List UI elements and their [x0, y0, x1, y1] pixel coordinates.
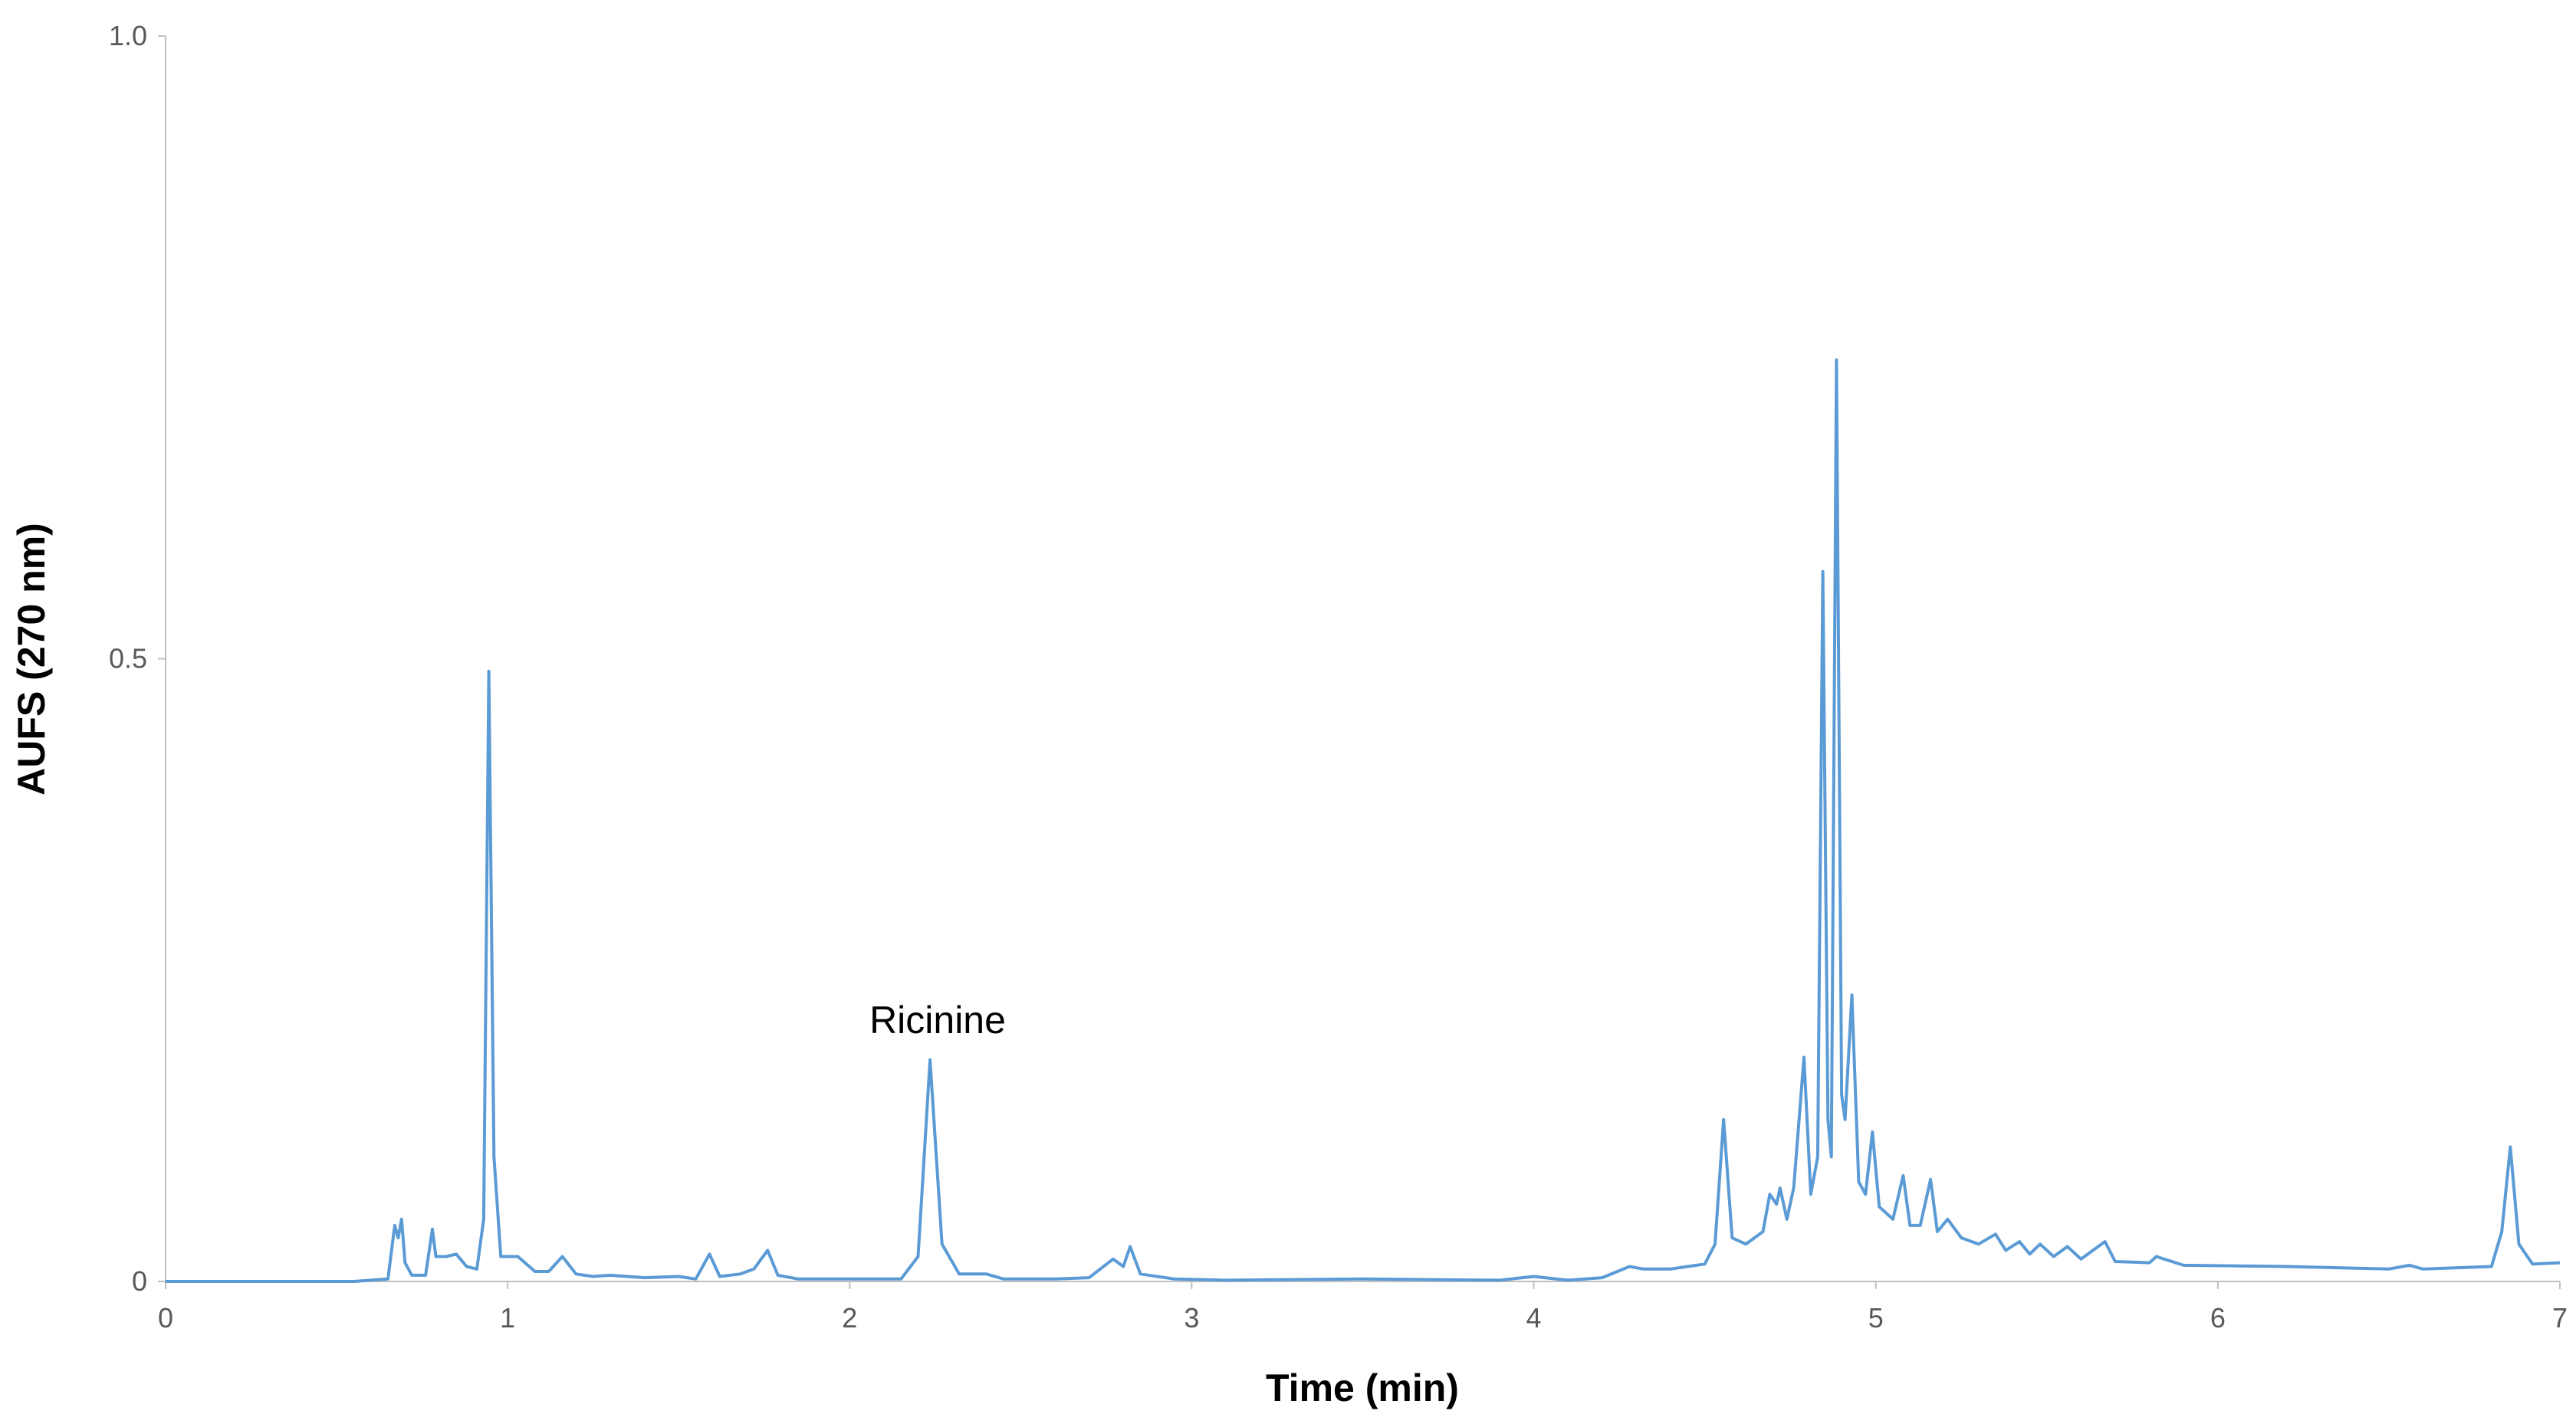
y-axis-title: AUFS (270 nm) [10, 523, 53, 796]
y-tick-label: 0.5 [109, 643, 147, 674]
x-tick-label: 1 [500, 1302, 515, 1334]
x-tick-label: 6 [2210, 1302, 2226, 1334]
x-tick-label: 3 [1184, 1302, 1199, 1334]
y-tick-label: 0 [132, 1265, 147, 1297]
x-axis-title: Time (min) [1266, 1367, 1459, 1409]
x-tick-label: 0 [158, 1302, 173, 1334]
chromatogram-line [166, 358, 2561, 1283]
x-tick-label: 5 [1868, 1302, 1884, 1334]
y-tick-label: 1.0 [109, 20, 147, 51]
x-tick-label: 4 [1526, 1302, 1542, 1334]
x-tick-label: 7 [2552, 1302, 2568, 1334]
peak-annotation: Ricinine [869, 999, 1006, 1042]
x-tick-label: 2 [842, 1302, 857, 1334]
